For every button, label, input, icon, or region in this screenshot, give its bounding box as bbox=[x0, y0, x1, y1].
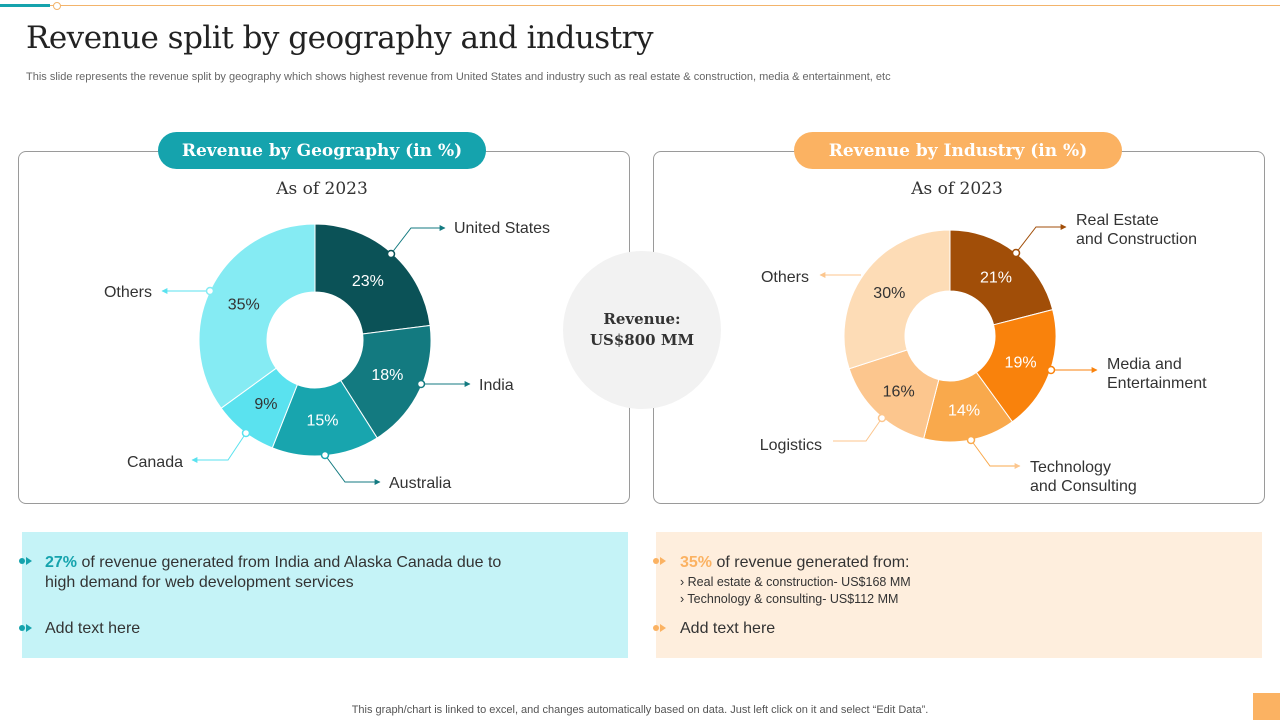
bullet-arrow-icon bbox=[26, 557, 32, 565]
industry-donut: 21% 19% 14% 16% 30% bbox=[843, 229, 1057, 443]
industry-note-2[interactable]: Add text here bbox=[680, 620, 776, 637]
bullet-dot bbox=[19, 625, 25, 631]
label-media-line1: Media and bbox=[1107, 356, 1182, 373]
top-accent-dot bbox=[53, 2, 61, 10]
label-technology-line2: and Consulting bbox=[1030, 478, 1137, 495]
label-media-line2: Entertainment bbox=[1107, 375, 1207, 392]
geography-note-1-line2: high demand for web development services bbox=[45, 574, 354, 591]
total-revenue-circle: Revenue: US$800 MM bbox=[563, 251, 721, 409]
geography-value-label-2: 15% bbox=[307, 413, 339, 430]
top-accent-bar bbox=[0, 4, 50, 7]
industry-value-label-2: 14% bbox=[948, 403, 980, 420]
corner-accent bbox=[1253, 693, 1280, 720]
callout-dot-others-geo bbox=[205, 286, 215, 296]
bullet-arrow-icon bbox=[660, 557, 666, 565]
industry-value-label-1: 19% bbox=[1005, 354, 1037, 371]
callout-line-technology bbox=[970, 439, 1021, 469]
label-technology: Technology and Consulting bbox=[1030, 459, 1137, 495]
industry-note-highlight: 35% bbox=[680, 554, 713, 571]
geography-value-label-1: 18% bbox=[371, 367, 403, 384]
industry-value-label-3: 16% bbox=[883, 384, 915, 401]
industry-value-label-4: 30% bbox=[873, 285, 905, 302]
geography-slice-0 bbox=[314, 223, 431, 335]
industry-callouts: Real Estate and Construction Media and E… bbox=[760, 212, 1207, 495]
industry-chart-title: Revenue by Industry (in %) bbox=[794, 132, 1122, 169]
industry-note-1-text: of revenue generated from: bbox=[712, 554, 910, 571]
callout-line-united-states bbox=[390, 225, 446, 255]
callout-line-logistics bbox=[833, 417, 883, 442]
geography-slice-1 bbox=[340, 324, 432, 439]
geography-value-label-3: 9% bbox=[254, 396, 277, 413]
label-others-ind: Others bbox=[761, 269, 809, 286]
callout-dot-australia bbox=[320, 450, 330, 460]
industry-value-label-0: 21% bbox=[980, 270, 1012, 287]
label-real-estate-line1: Real Estate bbox=[1076, 212, 1159, 229]
geography-value-label-0: 23% bbox=[352, 273, 384, 290]
geography-chart-title: Revenue by Geography (in %) bbox=[158, 132, 486, 169]
callout-dot-india bbox=[416, 379, 426, 389]
page-title: Revenue split by geography and industry bbox=[26, 20, 654, 56]
industry-note-1: 35% of revenue generated from: bbox=[680, 553, 909, 573]
industry-notes: 35% of revenue generated from: › Real es… bbox=[653, 532, 1262, 658]
geography-callouts: United States India Australia Canada Oth… bbox=[104, 220, 550, 492]
geography-note-1: 27% of revenue generated from India and … bbox=[45, 553, 501, 593]
callout-line-canada bbox=[191, 432, 247, 463]
label-canada: Canada bbox=[127, 454, 183, 471]
geography-as-of: As of 2023 bbox=[276, 179, 368, 199]
callout-dot-united-states bbox=[386, 249, 396, 259]
geography-note-1-line1: of revenue generated from India and Alas… bbox=[77, 554, 502, 571]
bullet-dot bbox=[653, 625, 659, 631]
bullet-marker bbox=[653, 624, 666, 632]
bullet-marker bbox=[653, 557, 666, 565]
industry-slice-1 bbox=[975, 309, 1057, 423]
geography-value-label-4: 35% bbox=[228, 297, 260, 314]
callout-dot-technology bbox=[966, 435, 976, 445]
bullet-marker bbox=[19, 557, 32, 565]
industry-slice-0 bbox=[949, 229, 1054, 326]
callout-dot-real-estate bbox=[1011, 248, 1021, 258]
label-technology-line1: Technology bbox=[1030, 459, 1111, 476]
label-india: India bbox=[479, 377, 514, 394]
industry-subpoint-2: › Technology & consulting- US$112 MM bbox=[680, 592, 899, 606]
geography-slice-4 bbox=[198, 223, 316, 409]
footer-note: This graph/chart is linked to excel, and… bbox=[351, 704, 929, 716]
geography-note-highlight: 27% bbox=[45, 554, 78, 571]
label-australia: Australia bbox=[389, 475, 451, 492]
bullet-dot bbox=[19, 558, 25, 564]
label-real-estate-line2: and Construction bbox=[1076, 231, 1197, 248]
label-logistics: Logistics bbox=[760, 437, 822, 454]
industry-slice-4 bbox=[843, 229, 951, 370]
geography-donut: 23% 18% 15% 9% 35% bbox=[198, 223, 432, 457]
callout-dot-media bbox=[1046, 365, 1056, 375]
callout-dot-canada bbox=[241, 428, 251, 438]
label-others-geo: Others bbox=[104, 284, 152, 301]
bullet-arrow-icon bbox=[660, 624, 666, 632]
total-revenue-label: Revenue: bbox=[603, 310, 681, 328]
industry-panel bbox=[653, 151, 1265, 504]
page-subtitle: This slide represents the revenue split … bbox=[26, 71, 891, 83]
top-divider bbox=[0, 5, 1280, 6]
industry-as-of: As of 2023 bbox=[911, 179, 1003, 199]
label-real-estate: Real Estate and Construction bbox=[1076, 212, 1197, 248]
geography-slice-2 bbox=[271, 379, 378, 457]
callout-line-real-estate bbox=[1015, 224, 1067, 254]
industry-subpoint-1: › Real estate & construction- US$168 MM bbox=[680, 575, 911, 589]
label-media: Media and Entertainment bbox=[1107, 356, 1207, 392]
bullet-arrow-icon bbox=[26, 624, 32, 632]
callout-dot-logistics bbox=[877, 413, 887, 423]
callout-line-australia bbox=[324, 454, 381, 485]
bullet-marker bbox=[19, 624, 32, 632]
geography-notes: 27% of revenue generated from India and … bbox=[19, 532, 628, 658]
total-revenue-value: US$800 MM bbox=[589, 331, 695, 349]
bullet-dot bbox=[653, 558, 659, 564]
geography-note-2[interactable]: Add text here bbox=[45, 620, 141, 637]
label-united-states: United States bbox=[454, 220, 550, 237]
